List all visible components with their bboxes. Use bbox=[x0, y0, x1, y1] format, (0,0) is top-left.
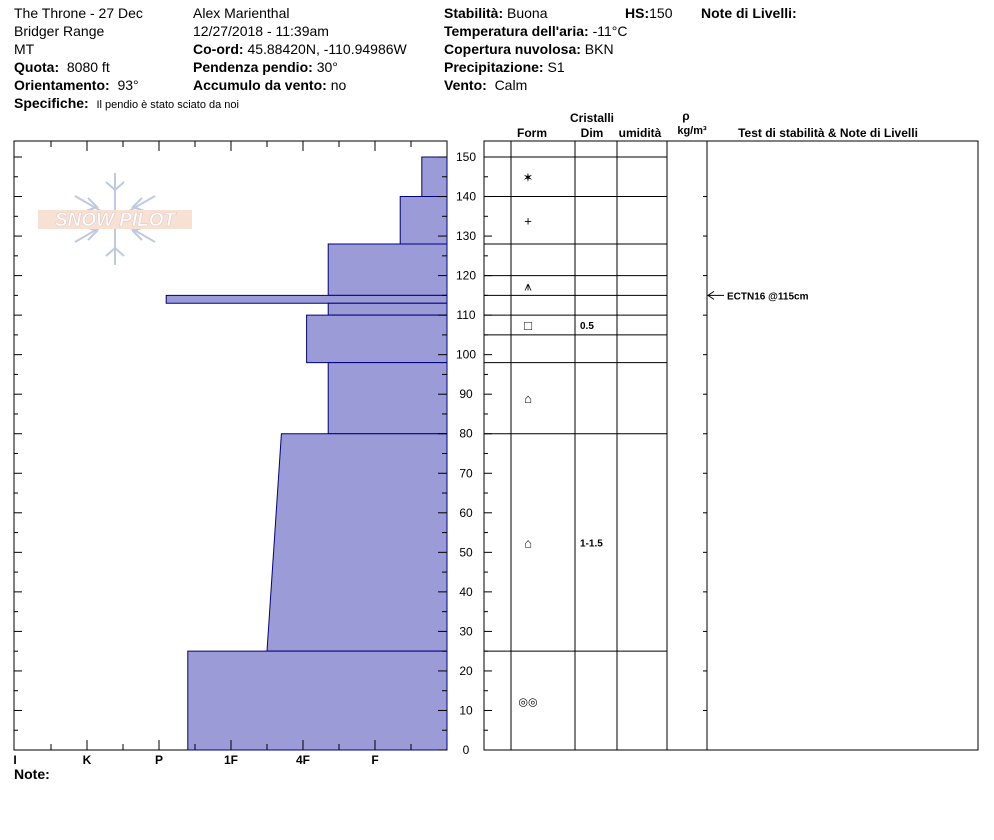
moisture-header: umidità bbox=[619, 126, 662, 140]
faceted-rounded-icon: ⌂ bbox=[524, 391, 532, 406]
slope-value: 30° bbox=[316, 59, 338, 75]
range: Bridger Range bbox=[14, 23, 105, 39]
layer-table-frame bbox=[483, 140, 979, 751]
hardness-label: P bbox=[155, 753, 163, 767]
height-label: 150 bbox=[456, 150, 476, 164]
hardness-label: 1F bbox=[224, 753, 238, 767]
header-col3: Stabilità: Buona Temperatura dell'aria: … bbox=[444, 4, 627, 94]
observer: Alex Marienthal bbox=[193, 5, 290, 21]
height-label: 140 bbox=[456, 190, 476, 204]
aspect-value: 93° bbox=[117, 77, 139, 93]
height-label: 80 bbox=[459, 427, 473, 441]
height-label: 110 bbox=[456, 308, 475, 322]
hardness-layer bbox=[327, 362, 448, 435]
hardness-label: F bbox=[371, 753, 378, 767]
coord-value: 45.88420N, -110.94986W bbox=[247, 41, 407, 57]
precip-row: Precipitazione: S1 bbox=[444, 59, 565, 75]
surface-hoar-icon: ⩚ bbox=[524, 278, 532, 293]
density-unit-header: kg/m³ bbox=[677, 125, 707, 137]
cloud-row: Copertura nuvolosa: BKN bbox=[444, 41, 614, 57]
datetime: 12/27/2018 - 11:39am bbox=[193, 23, 329, 39]
elevation-value: 8080 ft bbox=[66, 59, 110, 75]
hardness-layer bbox=[266, 433, 448, 652]
layer-notes-label: Note di Livelli: bbox=[701, 5, 797, 21]
square-icon: □ bbox=[524, 318, 532, 333]
height-label: 30 bbox=[459, 624, 473, 638]
tests-header: Test di stabilità & Note di Livelli bbox=[738, 126, 918, 140]
hardness-layer bbox=[327, 302, 448, 316]
logo-text: SNOW PILOT bbox=[55, 210, 177, 231]
coord-row: Co-ord: 45.88420N, -110.94986W bbox=[193, 41, 407, 57]
slope-row: Pendenza pendio: 30° bbox=[193, 59, 338, 75]
snowpilot-logo: SNOW PILOT bbox=[38, 173, 192, 265]
location: The Throne - 27 Dec bbox=[14, 5, 143, 21]
precip-value: S1 bbox=[547, 59, 565, 75]
height-label: 50 bbox=[459, 545, 473, 559]
snow-profile-chart: SNOW PILOT Cristalli Form Dim umidità ρ … bbox=[13, 109, 979, 767]
hs-row: HS:150 bbox=[625, 5, 673, 21]
hardness-layer bbox=[165, 294, 448, 304]
hardness-labels: I K P 1F 4F F bbox=[13, 753, 378, 767]
crystal-size: 0.5 bbox=[580, 321, 594, 332]
notes-label: Note: bbox=[14, 766, 50, 782]
height-label: 40 bbox=[459, 585, 473, 599]
melt-forms-icon: ◎◎ bbox=[518, 697, 537, 709]
height-label: 10 bbox=[459, 703, 473, 717]
form-header: Form bbox=[517, 126, 547, 140]
height-label: 20 bbox=[459, 664, 473, 678]
hardness-layer bbox=[399, 196, 448, 245]
specifics-row: Specifiche: Il pendio è stato sciato da … bbox=[14, 95, 239, 111]
stability-value: Buona bbox=[507, 5, 548, 21]
height-label: 0 bbox=[463, 743, 470, 757]
stability-tests: ECTN16 @115cm bbox=[707, 290, 809, 302]
hardness-layer bbox=[187, 650, 448, 751]
layer-cells: ✶ + ⩚ □ 0.5 ⌂ ⌂ 1-1.5 ◎◎ bbox=[518, 170, 603, 709]
height-label: 120 bbox=[456, 269, 476, 283]
hs-value: 150 bbox=[649, 5, 673, 21]
air-temp-value: -11°C bbox=[592, 23, 628, 39]
specifics-value: Il pendio è stato sciato da noi bbox=[96, 99, 239, 111]
plus-icon: + bbox=[524, 213, 532, 228]
hardness-layer bbox=[327, 243, 448, 296]
crystal-size: 1-1.5 bbox=[580, 538, 603, 549]
height-label: 70 bbox=[459, 466, 473, 480]
wind-loading-value: no bbox=[330, 77, 347, 93]
hardness-label: K bbox=[83, 753, 92, 767]
wind-loading-row: Accumulo da vento: no bbox=[193, 77, 347, 93]
logo-band bbox=[38, 210, 192, 229]
density-ticks bbox=[703, 196, 707, 711]
height-label: 60 bbox=[459, 506, 473, 520]
stability-row: Stabilità: Buona bbox=[444, 5, 548, 21]
height-label: 100 bbox=[456, 348, 476, 362]
height-label: 130 bbox=[456, 229, 476, 243]
rho-header: ρ bbox=[682, 109, 689, 123]
air-temp-row: Temperatura dell'aria: -11°C bbox=[444, 23, 628, 39]
layer-lines bbox=[484, 156, 667, 652]
state: MT bbox=[14, 41, 35, 57]
test-label: ECTN16 @115cm bbox=[727, 291, 809, 302]
header-col2: Alex Marienthal 12/27/2018 - 11:39am Co-… bbox=[193, 4, 407, 94]
faceted-rounded-icon: ⌂ bbox=[524, 535, 532, 550]
hardness-label: 4F bbox=[296, 753, 310, 767]
hardness-layers bbox=[165, 156, 448, 751]
dim-header: Dim bbox=[581, 126, 604, 140]
aspect-row: Orientamento: 93° bbox=[14, 77, 139, 93]
hardness-label: I bbox=[13, 753, 16, 767]
hardness-layer bbox=[306, 314, 448, 364]
hardness-ticks bbox=[50, 141, 412, 750]
star-icon: ✶ bbox=[523, 170, 534, 185]
height-label: 90 bbox=[459, 387, 473, 401]
elevation-row: Quota: 8080 ft bbox=[14, 59, 110, 75]
cloud-value: BKN bbox=[584, 41, 614, 57]
crystals-header: Cristalli bbox=[570, 111, 614, 125]
header-col1: The Throne - 27 Dec Bridger Range MT Quo… bbox=[14, 4, 239, 114]
wind-row: Vento: Calm bbox=[444, 77, 528, 93]
wind-value: Calm bbox=[494, 77, 528, 93]
